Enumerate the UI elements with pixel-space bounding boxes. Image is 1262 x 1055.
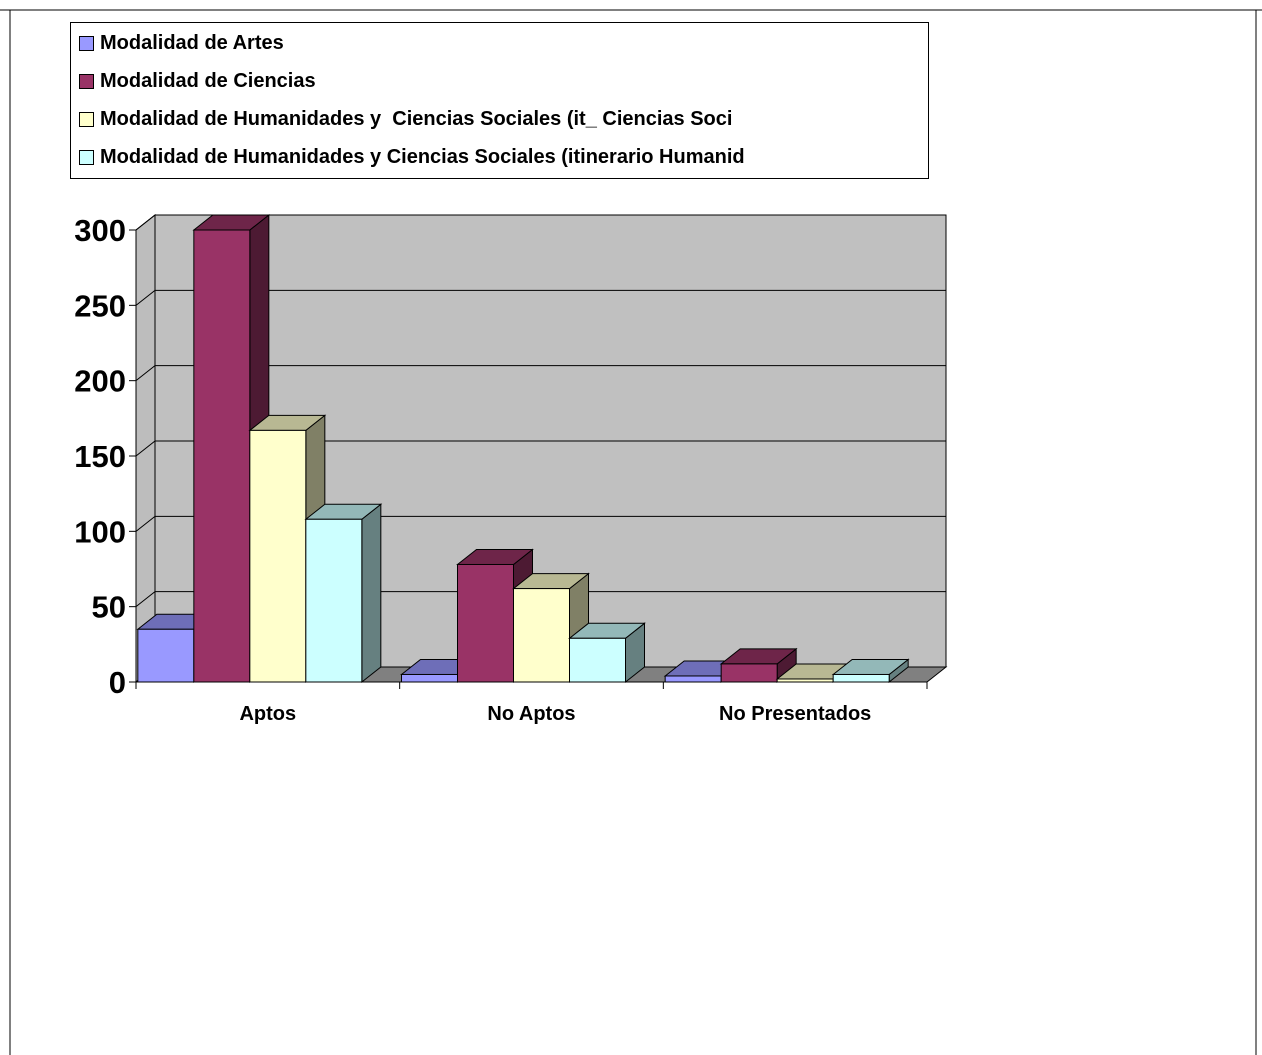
bar-front: [664, 675, 722, 683]
x-tick-label: No Presentados: [719, 703, 871, 725]
bar-front: [513, 588, 570, 683]
bar-front: [305, 518, 363, 683]
gridline: [135, 440, 946, 457]
legend-label-humanidades: Modalidad de Humanidades y Ciencias Soci…: [100, 145, 745, 168]
bar-front: [720, 663, 778, 683]
bar-side: [361, 503, 382, 684]
legend-item-ccss: Modalidad de Humanidades y Ciencias Soci…: [79, 105, 732, 133]
gridline: [135, 289, 946, 306]
legend-label-ccss: Modalidad de Humanidades y Ciencias Soci…: [100, 107, 733, 130]
bar-front: [401, 673, 458, 683]
legend-swatch-ciencias: [79, 73, 94, 89]
bar-front: [569, 637, 626, 683]
bar: [831, 658, 910, 684]
y-tick-label: 150: [74, 439, 126, 474]
y-tick-label: 50: [92, 590, 126, 625]
bar-front: [832, 673, 890, 683]
legend-item-humanidades: Modalidad de Humanidades y Ciencias Soci…: [79, 143, 745, 171]
y-tick-label: 300: [74, 213, 126, 248]
bar-front: [457, 563, 514, 683]
gridline: [135, 214, 946, 231]
legend-label-ciencias: Modalidad de Ciencias: [100, 69, 316, 92]
bar-front: [193, 229, 251, 683]
legend-label-artes: Modalidad de Artes: [100, 31, 284, 54]
x-tick-label: Aptos: [239, 703, 296, 725]
bar-front: [137, 628, 195, 683]
legend: Modalidad de Artes Modalidad de Ciencias…: [70, 22, 929, 179]
bar: [512, 572, 590, 684]
gridline: [135, 515, 946, 532]
y-tick-label: 100: [74, 514, 126, 549]
gridline: [135, 365, 946, 382]
bar: [568, 622, 646, 684]
bar: [304, 503, 383, 684]
bar: [719, 647, 798, 684]
gridline: [135, 591, 946, 608]
y-tick-label: 250: [74, 288, 126, 323]
legend-item-ciencias: Modalidad de Ciencias: [79, 67, 316, 95]
y-tick-label: 0: [109, 665, 126, 700]
legend-swatch-humanidades: [79, 149, 94, 165]
legend-swatch-ccss: [79, 111, 94, 127]
x-tick-label: No Aptos: [487, 703, 575, 725]
y-tick-label: 200: [74, 364, 126, 399]
bar-front: [776, 678, 834, 683]
legend-swatch-artes: [79, 35, 94, 51]
legend-item-artes: Modalidad de Artes: [79, 29, 284, 57]
bar-front: [249, 429, 307, 683]
